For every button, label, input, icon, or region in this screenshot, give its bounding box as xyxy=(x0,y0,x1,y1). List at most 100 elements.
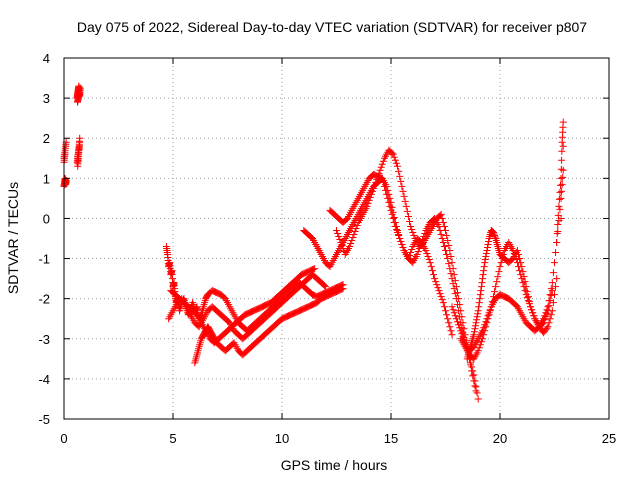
data-point xyxy=(483,319,491,327)
data-point xyxy=(470,371,478,379)
data-point xyxy=(451,277,459,285)
data-point xyxy=(479,335,487,343)
data-point xyxy=(366,193,374,201)
data-point xyxy=(469,372,477,380)
data-point xyxy=(522,283,530,291)
data-point xyxy=(407,222,415,230)
data-point xyxy=(352,224,360,232)
data-point xyxy=(378,174,386,182)
data-point xyxy=(545,302,553,310)
data-point xyxy=(458,313,466,321)
data-point xyxy=(336,236,344,244)
data-point xyxy=(371,181,379,189)
data-point xyxy=(485,238,493,246)
data-point xyxy=(472,319,480,327)
data-point xyxy=(547,292,555,300)
data-point xyxy=(556,181,564,189)
data-point xyxy=(390,218,398,226)
data-point xyxy=(423,250,431,258)
data-point xyxy=(410,231,418,239)
data-point xyxy=(482,323,490,331)
data-point xyxy=(375,169,383,177)
data-point xyxy=(376,166,384,174)
data-point xyxy=(395,167,403,175)
data-point xyxy=(439,299,447,307)
data-point xyxy=(483,244,491,252)
data-point xyxy=(530,312,538,320)
data-point xyxy=(373,175,381,183)
data-point xyxy=(471,325,479,333)
data-point xyxy=(513,247,521,255)
data-point xyxy=(378,160,386,168)
data-point xyxy=(310,265,318,273)
data-point xyxy=(389,214,397,222)
data-point xyxy=(523,294,531,302)
data-point xyxy=(558,147,566,155)
data-point xyxy=(391,222,399,230)
data-point xyxy=(517,259,525,267)
data-point xyxy=(408,225,416,233)
data-point xyxy=(558,156,566,164)
data-point xyxy=(434,284,442,292)
data-point xyxy=(557,194,565,202)
data-point xyxy=(400,192,408,200)
data-point xyxy=(516,267,524,275)
data-point xyxy=(445,242,453,250)
data-point xyxy=(395,231,403,239)
data-point xyxy=(388,149,396,157)
y-tick-label: -5 xyxy=(38,412,50,427)
y-axis-label: SDTVAR / TECUs xyxy=(5,182,21,294)
data-point xyxy=(518,263,526,271)
data-point xyxy=(548,287,556,295)
data-point xyxy=(470,331,478,339)
data-point xyxy=(439,218,447,226)
data-point xyxy=(445,260,453,268)
data-point xyxy=(547,311,555,319)
data-point xyxy=(479,271,487,279)
data-point xyxy=(486,307,494,315)
data-point xyxy=(442,226,449,234)
x-axis-label: GPS time / hours xyxy=(281,457,388,473)
data-point xyxy=(551,291,558,299)
data-point xyxy=(544,323,552,331)
data-point xyxy=(447,270,455,278)
data-point xyxy=(548,279,556,287)
data-point xyxy=(543,310,551,318)
x-tick-label: 0 xyxy=(60,431,67,446)
data-point xyxy=(349,233,357,241)
data-point xyxy=(428,267,436,275)
axis-ticks xyxy=(63,57,610,420)
data-point xyxy=(559,173,567,181)
chart-title: Day 075 of 2022, Sidereal Day-to-day VTE… xyxy=(77,19,587,35)
data-point xyxy=(447,327,455,335)
data-point xyxy=(398,182,406,190)
data-point xyxy=(520,273,528,281)
data-point xyxy=(471,382,479,390)
data-point xyxy=(470,377,478,385)
y-tick-labels: -5 -4 -3 -2 -1 0 1 2 3 4 xyxy=(38,51,50,427)
data-point xyxy=(516,255,524,263)
data-point xyxy=(524,293,532,301)
data-point xyxy=(554,220,562,228)
data-point xyxy=(474,395,482,403)
data-point xyxy=(363,202,371,210)
data-point xyxy=(515,251,523,259)
data-point xyxy=(432,278,440,286)
x-tick-label: 25 xyxy=(602,431,616,446)
data-point xyxy=(480,263,488,271)
data-point xyxy=(193,303,201,311)
data-point xyxy=(559,142,567,150)
data-point xyxy=(396,172,404,180)
data-point xyxy=(458,330,466,338)
data-point xyxy=(61,150,69,158)
data-point xyxy=(477,287,485,295)
data-point xyxy=(450,309,458,317)
data-point xyxy=(479,275,487,283)
data-point xyxy=(559,118,567,126)
data-point xyxy=(451,312,459,320)
data-point xyxy=(471,322,479,330)
data-point xyxy=(339,285,347,293)
data-point xyxy=(334,229,342,237)
data-point xyxy=(438,214,446,222)
data-point xyxy=(489,293,497,301)
